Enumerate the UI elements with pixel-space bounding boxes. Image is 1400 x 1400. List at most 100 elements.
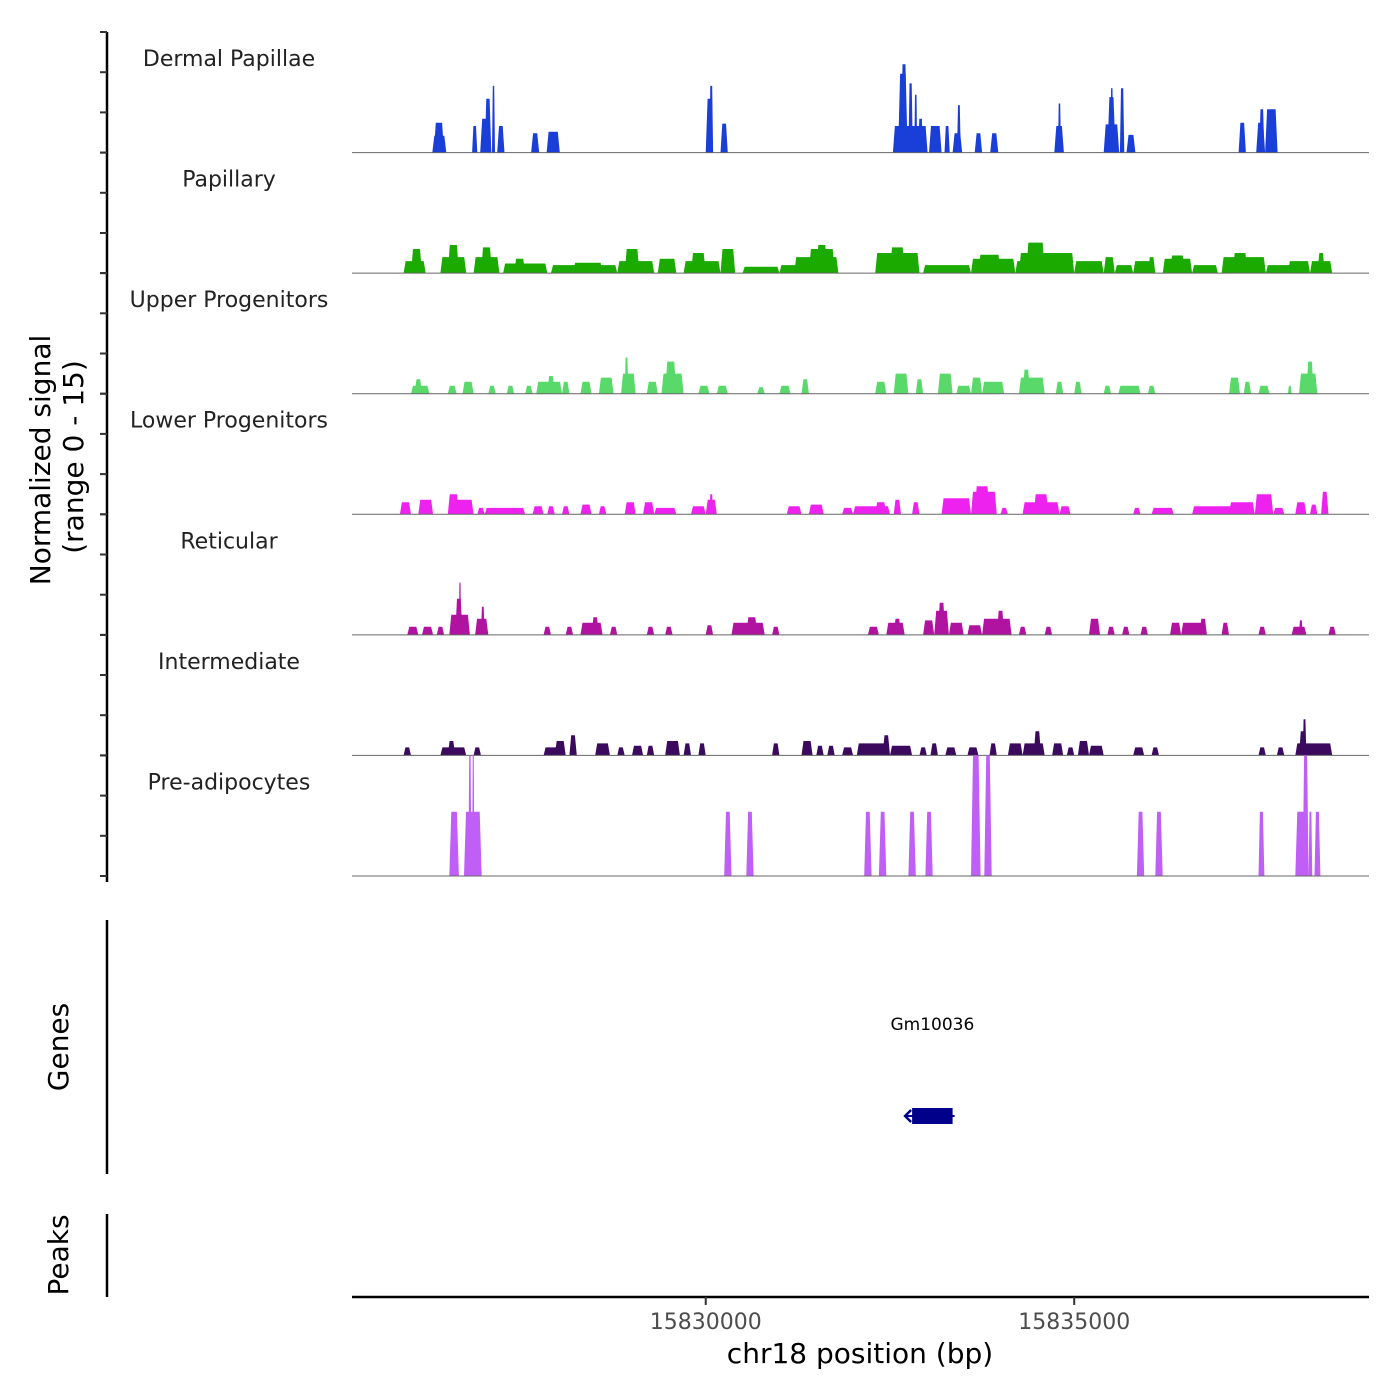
signal-bin <box>929 126 942 153</box>
signal-bin <box>1140 626 1148 635</box>
signal-bin <box>407 626 419 635</box>
signal-bin <box>1066 747 1075 756</box>
track-label-lower-progenitors: Lower Progenitors <box>130 409 328 434</box>
signal-bin <box>720 123 728 153</box>
signal-bin <box>1192 506 1233 515</box>
signal-bin <box>1258 747 1266 756</box>
signal-bin <box>893 618 901 635</box>
signal-bin <box>562 381 570 394</box>
signal-bin <box>925 811 933 876</box>
signal-bin <box>1258 626 1266 635</box>
signal-bin <box>1258 811 1265 876</box>
signal-bin <box>569 735 577 756</box>
signal-bin <box>875 502 887 515</box>
signal-bin <box>867 626 879 635</box>
track-label-intermediate: Intermediate <box>158 650 300 675</box>
y-axis-title: Normalized signal <box>24 335 57 586</box>
signal-bin <box>477 507 485 515</box>
signal-bin <box>514 258 526 274</box>
signal-bin <box>403 747 411 756</box>
signal-bin <box>621 373 636 394</box>
signal-bin <box>937 602 946 635</box>
track-papillary: Papillary <box>182 168 1369 274</box>
signal-bin <box>1018 626 1027 635</box>
signal-bin <box>779 385 791 394</box>
signal-bin <box>923 265 971 274</box>
signal-bin <box>967 625 983 635</box>
signal-bin <box>890 745 913 756</box>
signal-bin <box>643 502 655 515</box>
signal-bin <box>720 249 736 274</box>
signal-bin <box>1074 261 1104 274</box>
gene-gm10036: Gm10036 <box>890 1015 974 1124</box>
signal-bin <box>948 622 964 635</box>
signal-bin <box>591 617 599 635</box>
signal-bin <box>1089 618 1100 635</box>
signal-bin <box>716 385 728 394</box>
signal-bin <box>1317 253 1325 274</box>
signal-bin <box>433 122 445 153</box>
signal-bin <box>1089 745 1104 756</box>
signal-bin <box>1044 626 1053 635</box>
signal-bin <box>746 811 754 876</box>
signal-bin <box>481 247 492 274</box>
signal-bin <box>772 743 780 756</box>
signal-bin <box>1310 504 1318 515</box>
gene-label: Gm10036 <box>890 1015 974 1035</box>
signal-bin <box>1136 811 1145 876</box>
track-label-papillary: Papillary <box>182 168 276 193</box>
signal-bin <box>546 131 560 153</box>
signal-bin <box>1229 502 1255 515</box>
signal-bin <box>1258 385 1270 394</box>
signal-bin <box>1232 253 1248 274</box>
signal-bin <box>1314 811 1321 876</box>
signal-bin <box>1107 626 1115 635</box>
signal-bin <box>488 385 496 394</box>
x-tick-label: 15835000 <box>1018 1310 1130 1335</box>
track-dermal-papillae: Dermal Papillae <box>143 47 1369 154</box>
signal-bin <box>462 381 474 394</box>
signal-bin <box>978 254 1001 274</box>
signal-bin <box>801 741 813 756</box>
signal-bin <box>691 253 706 274</box>
track-intermediate: Intermediate <box>158 650 1369 756</box>
signal-bin <box>709 494 714 515</box>
signal-bin <box>691 506 706 515</box>
signal-bin <box>1170 622 1182 635</box>
strand-arrow-icon <box>903 1109 912 1123</box>
signal-bin <box>646 745 655 756</box>
signal-bin <box>984 755 992 876</box>
signal-bin <box>506 385 515 394</box>
signal-bin <box>1055 381 1064 394</box>
signal-bin <box>418 499 434 515</box>
signal-bin <box>882 735 890 756</box>
signal-bin <box>1074 381 1082 394</box>
signal-bin <box>1155 811 1163 876</box>
track-label-pre-adipocytes: Pre-adipocytes <box>148 770 311 795</box>
signal-tracks: Dermal Papillae Papillary Upper Progenitor… <box>130 47 1369 877</box>
signal-bin <box>893 499 901 515</box>
signal-bin <box>683 743 691 756</box>
x-axis-title: chr18 position (bp) <box>727 1337 993 1370</box>
signal-bin <box>657 258 677 274</box>
track-lower-progenitors: Lower Progenitors <box>130 409 1369 515</box>
signal-bin <box>580 622 603 635</box>
signal-bin <box>1265 109 1278 153</box>
signal-bin <box>705 625 714 635</box>
signal-bin <box>919 747 927 756</box>
signal-bin <box>1059 506 1071 515</box>
signal-bin <box>746 617 758 635</box>
signal-bin <box>982 381 1005 394</box>
signal-bin <box>816 245 828 274</box>
signal-bin <box>757 387 765 394</box>
signal-bin <box>1103 385 1112 394</box>
signal-bin <box>974 133 983 153</box>
signal-bin <box>565 626 574 635</box>
signal-bin <box>957 105 961 153</box>
track-reticular: Reticular <box>180 529 1369 636</box>
signal-bin <box>447 245 459 274</box>
signal-bin <box>562 506 570 515</box>
signal-bin <box>492 85 495 153</box>
signal-bin <box>472 755 475 876</box>
